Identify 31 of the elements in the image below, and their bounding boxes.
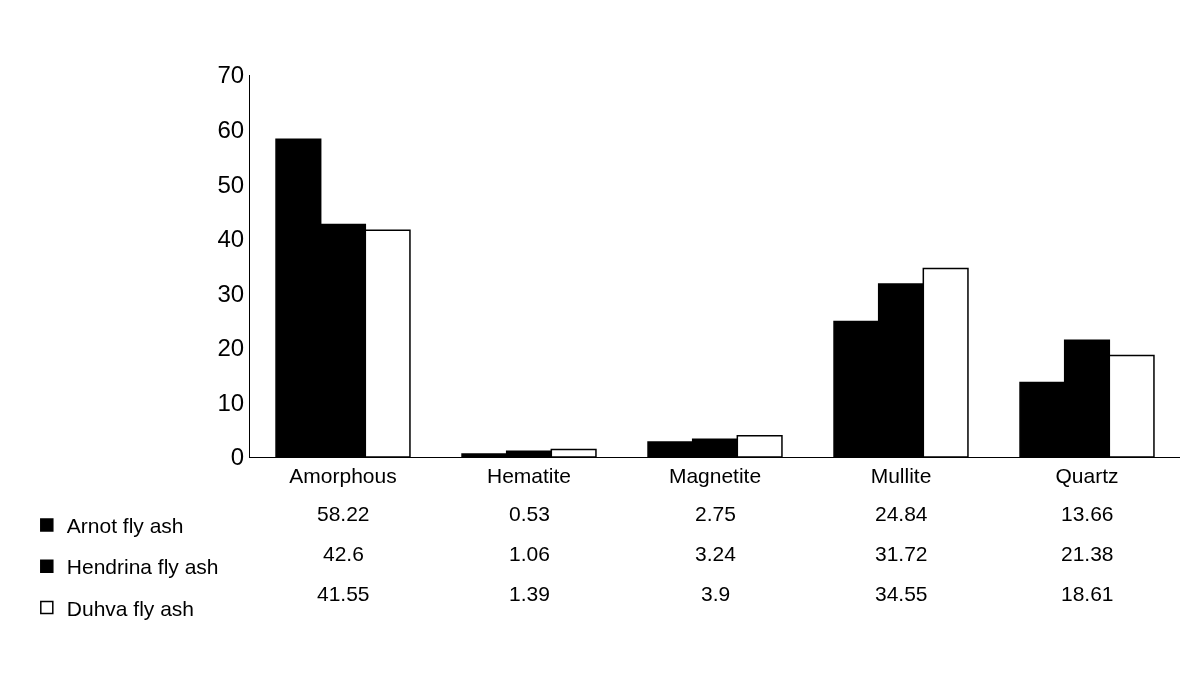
data-label: 3.24 (695, 542, 737, 565)
y-tick-label: 60 (217, 115, 245, 143)
data-label: 2.75 (695, 502, 736, 525)
data-label: 41.55 (317, 582, 370, 605)
legend-label: Duhva fly ash (66, 596, 195, 620)
legend-label: Arnot fly ash (66, 514, 184, 538)
x-tick-label: Quartz (1055, 464, 1119, 488)
data-label: 1.39 (509, 582, 550, 605)
y-tick-label: 30 (217, 279, 245, 307)
x-tick-label: Mullite (870, 464, 932, 488)
legend-label: Hendrina fly ash (66, 555, 219, 579)
data-label: 58.22 (317, 502, 370, 525)
data-label: 13.66 (1061, 502, 1114, 525)
data-label: 1.06 (509, 542, 550, 565)
x-tick-label: Hematite (486, 464, 572, 488)
y-tick-label: 40 (217, 225, 245, 253)
y-tick-label: 50 (217, 170, 245, 198)
y-tick-label: 70 (217, 61, 245, 89)
data-label: 18.61 (1061, 582, 1114, 605)
data-label: 3.9 (701, 582, 731, 605)
x-tick-label: Magnetite (668, 464, 762, 488)
y-tick-label: 10 (217, 388, 245, 416)
data-label: 34.55 (875, 582, 928, 605)
data-label: 31.72 (875, 542, 928, 565)
x-tick-label: Amorphous (289, 464, 397, 488)
y-tick-label: 20 (217, 334, 245, 362)
data-label: 0.53 (509, 502, 550, 525)
y-tick-label: 0 (230, 443, 245, 471)
data-label: 42.6 (323, 542, 364, 565)
data-label: 24.84 (875, 502, 928, 525)
data-label: 21.38 (1061, 542, 1114, 565)
